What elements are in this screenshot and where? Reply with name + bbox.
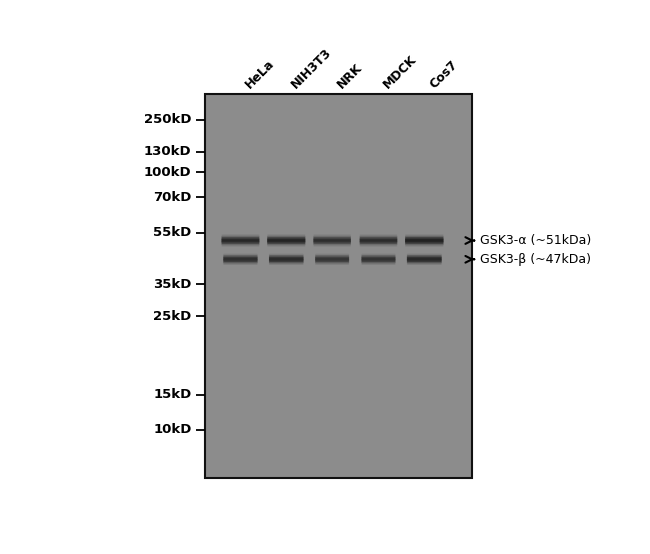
FancyBboxPatch shape xyxy=(222,242,259,245)
FancyBboxPatch shape xyxy=(315,255,349,259)
FancyBboxPatch shape xyxy=(359,237,397,241)
FancyBboxPatch shape xyxy=(405,234,443,238)
FancyBboxPatch shape xyxy=(267,234,306,238)
FancyBboxPatch shape xyxy=(405,242,443,245)
FancyBboxPatch shape xyxy=(407,260,442,263)
FancyBboxPatch shape xyxy=(269,257,304,260)
Text: Cos7: Cos7 xyxy=(427,58,460,91)
Text: NIH3T3: NIH3T3 xyxy=(289,45,334,91)
FancyBboxPatch shape xyxy=(313,239,351,242)
FancyBboxPatch shape xyxy=(269,254,304,257)
FancyBboxPatch shape xyxy=(315,257,349,260)
FancyBboxPatch shape xyxy=(405,240,443,244)
FancyBboxPatch shape xyxy=(222,239,259,242)
FancyBboxPatch shape xyxy=(359,240,397,244)
FancyBboxPatch shape xyxy=(407,258,442,262)
FancyBboxPatch shape xyxy=(359,239,397,242)
FancyBboxPatch shape xyxy=(407,261,442,265)
FancyBboxPatch shape xyxy=(361,254,396,257)
FancyBboxPatch shape xyxy=(361,257,396,260)
Text: 250kD: 250kD xyxy=(144,114,192,126)
FancyBboxPatch shape xyxy=(313,242,351,245)
FancyBboxPatch shape xyxy=(313,235,351,239)
FancyBboxPatch shape xyxy=(223,255,257,259)
FancyBboxPatch shape xyxy=(267,240,306,244)
FancyBboxPatch shape xyxy=(405,243,443,247)
FancyBboxPatch shape xyxy=(267,242,306,245)
Text: 10kD: 10kD xyxy=(153,423,192,437)
FancyBboxPatch shape xyxy=(405,235,443,239)
FancyBboxPatch shape xyxy=(313,234,351,238)
Text: 15kD: 15kD xyxy=(153,388,192,402)
Text: 70kD: 70kD xyxy=(153,191,192,204)
Text: HeLa: HeLa xyxy=(243,57,277,91)
FancyBboxPatch shape xyxy=(361,255,396,259)
FancyBboxPatch shape xyxy=(315,258,349,262)
FancyBboxPatch shape xyxy=(313,237,351,241)
FancyBboxPatch shape xyxy=(267,243,306,247)
FancyBboxPatch shape xyxy=(405,239,443,242)
Text: 100kD: 100kD xyxy=(144,166,192,179)
FancyBboxPatch shape xyxy=(223,258,257,262)
FancyBboxPatch shape xyxy=(361,261,396,265)
FancyBboxPatch shape xyxy=(222,237,259,241)
FancyBboxPatch shape xyxy=(267,239,306,242)
FancyBboxPatch shape xyxy=(361,260,396,263)
Text: 35kD: 35kD xyxy=(153,278,192,290)
FancyBboxPatch shape xyxy=(223,261,257,265)
Text: GSK3-α (~51kDa): GSK3-α (~51kDa) xyxy=(480,234,591,247)
FancyBboxPatch shape xyxy=(315,260,349,263)
FancyBboxPatch shape xyxy=(313,240,351,244)
FancyBboxPatch shape xyxy=(223,254,257,257)
FancyBboxPatch shape xyxy=(267,237,306,241)
Text: GSK3-β (~47kDa): GSK3-β (~47kDa) xyxy=(480,253,591,266)
FancyBboxPatch shape xyxy=(223,257,257,260)
FancyBboxPatch shape xyxy=(269,258,304,262)
Text: MDCK: MDCK xyxy=(381,52,419,91)
Text: 130kD: 130kD xyxy=(144,145,192,158)
FancyBboxPatch shape xyxy=(269,255,304,259)
FancyBboxPatch shape xyxy=(222,240,259,244)
FancyBboxPatch shape xyxy=(359,243,397,247)
FancyBboxPatch shape xyxy=(407,255,442,259)
FancyBboxPatch shape xyxy=(361,258,396,262)
Text: NRK: NRK xyxy=(335,60,365,91)
FancyBboxPatch shape xyxy=(359,234,397,238)
FancyBboxPatch shape xyxy=(359,235,397,239)
FancyBboxPatch shape xyxy=(359,242,397,245)
FancyBboxPatch shape xyxy=(407,257,442,260)
FancyBboxPatch shape xyxy=(222,235,259,239)
Text: 25kD: 25kD xyxy=(153,310,192,322)
FancyBboxPatch shape xyxy=(313,243,351,247)
FancyBboxPatch shape xyxy=(269,261,304,265)
FancyBboxPatch shape xyxy=(315,254,349,257)
Text: 55kD: 55kD xyxy=(153,227,192,239)
Bar xyxy=(205,94,472,478)
FancyBboxPatch shape xyxy=(223,260,257,263)
FancyBboxPatch shape xyxy=(222,243,259,247)
FancyBboxPatch shape xyxy=(267,235,306,239)
FancyBboxPatch shape xyxy=(269,260,304,263)
FancyBboxPatch shape xyxy=(315,261,349,265)
FancyBboxPatch shape xyxy=(222,234,259,238)
FancyBboxPatch shape xyxy=(407,254,442,257)
FancyBboxPatch shape xyxy=(405,237,443,241)
